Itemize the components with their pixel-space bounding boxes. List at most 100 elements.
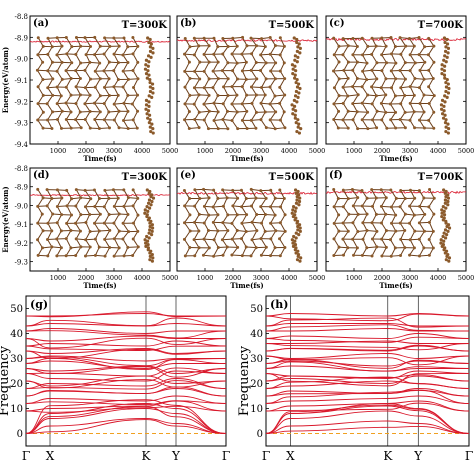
atom	[346, 60, 350, 64]
atom	[442, 73, 447, 77]
bond	[409, 62, 416, 71]
atom	[146, 218, 150, 222]
y-tick-label: 10	[10, 404, 23, 415]
atom	[260, 221, 264, 225]
atom	[143, 67, 148, 71]
bond	[389, 103, 396, 113]
atom	[444, 45, 448, 49]
bond	[75, 94, 81, 104]
bond	[85, 198, 92, 208]
atom	[442, 213, 447, 217]
bond	[275, 127, 285, 130]
atom	[268, 102, 272, 106]
bond	[348, 197, 358, 200]
atom	[211, 220, 215, 224]
phonon-branch	[265, 402, 470, 412]
bond	[194, 61, 201, 72]
bond	[56, 37, 63, 47]
y-tick-label: -9.2	[15, 240, 29, 248]
atom	[88, 230, 92, 234]
bond	[37, 189, 44, 199]
atom	[147, 100, 151, 104]
atom	[112, 118, 116, 122]
atom	[136, 213, 140, 217]
atom	[394, 77, 398, 81]
bond	[429, 189, 435, 199]
atom	[351, 118, 355, 122]
bond	[371, 86, 377, 96]
bond	[203, 54, 210, 63]
bond	[94, 54, 101, 64]
bond	[231, 78, 238, 87]
atom	[55, 221, 59, 225]
bond	[222, 119, 229, 129]
bond	[381, 54, 387, 64]
bond	[84, 111, 91, 120]
atom	[147, 94, 151, 98]
bond	[70, 229, 81, 232]
bond	[381, 70, 387, 79]
y-tick-label: -8.9	[15, 34, 29, 42]
atom	[365, 212, 369, 216]
atom	[143, 238, 147, 242]
bond	[203, 45, 210, 55]
bond	[390, 247, 396, 257]
atom	[399, 52, 403, 56]
atom	[122, 204, 126, 208]
atom	[447, 86, 451, 91]
atom	[408, 253, 412, 257]
bond	[380, 94, 387, 104]
bond	[246, 230, 257, 232]
atom	[150, 223, 154, 227]
atom	[46, 36, 50, 40]
bond	[213, 189, 219, 199]
atom	[445, 42, 450, 46]
bond	[241, 222, 247, 232]
atom	[148, 113, 152, 117]
atom	[126, 127, 130, 131]
bond	[381, 46, 387, 55]
atom	[102, 102, 106, 106]
atom	[207, 213, 211, 217]
atom	[150, 199, 154, 204]
atom	[197, 44, 201, 48]
bond	[400, 45, 407, 55]
atom	[360, 204, 364, 208]
atom	[55, 254, 59, 258]
bond	[203, 238, 210, 249]
atom	[136, 229, 140, 233]
bond	[333, 70, 340, 80]
atom	[146, 109, 151, 113]
phonon-branch	[265, 343, 470, 351]
atom	[74, 35, 78, 39]
x-tick-label: 3000	[402, 147, 419, 155]
atom	[144, 244, 148, 249]
bond	[123, 120, 129, 129]
atom	[418, 118, 422, 122]
atom	[145, 204, 149, 209]
bond	[56, 222, 62, 232]
atom	[443, 64, 447, 68]
atom	[263, 212, 267, 216]
atom	[151, 91, 155, 95]
bond	[46, 189, 53, 199]
bond	[122, 86, 129, 96]
atom	[293, 116, 297, 120]
atom	[341, 53, 345, 57]
atom	[355, 110, 359, 114]
atom	[50, 45, 54, 49]
atom	[346, 109, 350, 113]
atom	[432, 126, 436, 130]
bond	[381, 222, 387, 231]
atom	[263, 229, 267, 233]
atom	[244, 77, 248, 81]
atom	[341, 101, 345, 105]
atom	[226, 77, 230, 81]
atom	[35, 68, 39, 72]
bond	[203, 61, 210, 72]
atom	[50, 229, 54, 233]
bond	[56, 197, 63, 207]
atom	[112, 204, 116, 208]
y-axis-label: Energy(eV/atom)	[1, 186, 10, 252]
x-tick-label: 1000	[197, 274, 214, 282]
